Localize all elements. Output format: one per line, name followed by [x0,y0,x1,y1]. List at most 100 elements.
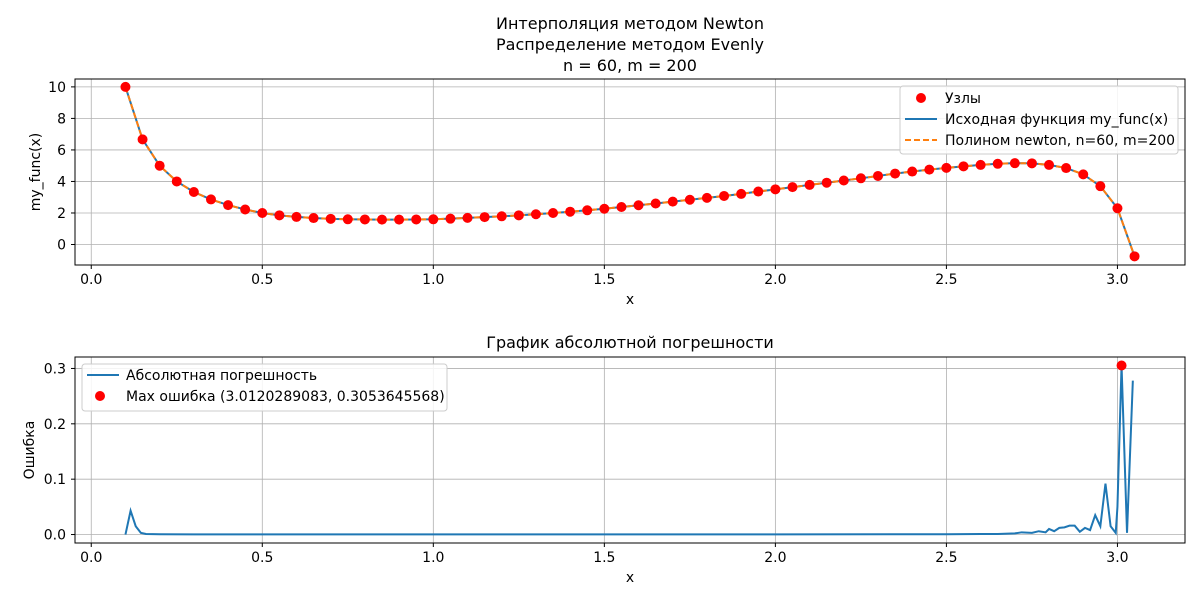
node-point [513,210,524,221]
node-point [1095,181,1106,192]
bottom-ticks: 0.0 0.5 1.0 1.5 2.0 2.5 3.0 0.0 0.1 0.2 0.3 [44,361,1129,566]
node-point [855,173,866,184]
node-point [462,212,473,223]
bottom-x-tick-label: 2.0 [764,550,786,566]
node-point [701,192,712,203]
node-point [787,182,798,193]
node-point [308,213,319,224]
top-y-tick-label: 8 [57,111,66,127]
top-y-tick-label: 6 [57,143,66,159]
node-point [120,81,131,92]
node-point [975,159,986,170]
legend-polynomial-label: Полином newton, n=60, m=200 [945,133,1175,149]
legend-function-label: Исходная функция my_func(x) [945,112,1168,128]
node-point [291,211,302,222]
node-point [684,194,695,205]
top-x-tick-label: 1.5 [593,272,615,288]
top-y-axis-label: my_func(x) [28,133,44,212]
node-point [445,213,456,224]
node-point [1078,169,1089,180]
top-y-tick-label: 4 [57,174,66,190]
node-point [907,166,918,177]
node-point [753,186,764,197]
node-point [1112,203,1123,214]
bottom-y-tick-label: 0.0 [44,528,66,544]
node-point [565,206,576,217]
node-point [154,160,165,171]
node-point [274,210,285,221]
top-ticks: 0.0 0.5 1.0 1.5 2.0 2.5 3.0 0 2 4 6 8 10 [48,80,1128,288]
error-line [124,365,1134,536]
bottom-legend-box [81,363,448,412]
node-point [359,214,370,225]
node-point [599,203,610,214]
node-point [411,214,422,225]
node-point [958,161,969,172]
node-point [1061,163,1072,174]
bottom-axes-frame [74,356,1186,544]
node-point [171,176,182,187]
node-point [428,214,439,225]
node-point [530,209,541,220]
bottom-legend: Абсолютная погрешность Max ошибка (3.012… [81,363,448,412]
top-legend-box [899,85,1179,155]
node-point [890,168,901,179]
top-y-tick-label: 2 [57,206,66,222]
top-x-tick-label: 0.5 [251,272,273,288]
node-point [719,190,730,201]
top-x-tick-label: 0.0 [80,272,102,288]
node-point [804,179,815,190]
bottom-y-tick-label: 0.2 [44,417,66,433]
bottom-x-tick-label: 0.0 [80,550,102,566]
bottom-x-tick-label: 3.0 [1106,550,1128,566]
node-point [205,194,216,205]
node-point [325,213,336,224]
top-x-tick-label: 3.0 [1106,272,1128,288]
node-point [1044,159,1055,170]
legend-error-label: Абсолютная погрешность [126,368,317,384]
legend-max-error-label: Max ошибка (3.0120289083, 0.3053645568) [126,389,445,405]
error-chart: График абсолютной погрешности 0.0 0.5 1.0 1… [22,333,1186,586]
node-point [821,177,832,188]
top-x-tick-label: 2.5 [935,272,957,288]
bottom-x-tick-label: 1.0 [422,550,444,566]
node-point [1009,158,1020,169]
top-y-tick-label: 0 [57,238,66,254]
bottom-plot-area [124,360,1134,536]
bottom-y-tick-label: 0.3 [44,361,66,377]
node-point [992,158,1003,169]
node-point [616,201,627,212]
top-y-tick-label: 10 [48,80,66,96]
node-point [496,211,507,222]
chart-title-line-1: Интерполяция методом Newton [496,14,764,33]
top-x-tick-label: 2.0 [764,272,786,288]
node-point [479,212,490,223]
node-point [872,170,883,181]
bottom-y-tick-label: 0.1 [44,472,66,488]
node-point [240,204,251,215]
node-point [924,164,935,175]
node-point [394,214,405,225]
legend-nodes-label: Узлы [945,91,981,107]
node-point [377,214,388,225]
node-point [633,200,644,211]
node-point [736,188,747,199]
node-point [582,205,593,216]
bottom-x-axis-label: x [626,570,634,586]
node-point [137,134,148,145]
top-x-axis-label: x [626,292,634,308]
bottom-x-tick-label: 2.5 [935,550,957,566]
node-point [223,200,234,211]
node-point [548,207,559,218]
node-point [941,162,952,173]
node-point [838,175,849,186]
top-legend: Узлы Исходная функция my_func(x) Полином… [899,85,1179,155]
node-point [770,184,781,195]
chart-title-line-3: n = 60, m = 200 [563,56,697,75]
bottom-x-tick-label: 0.5 [251,550,273,566]
top-plot-area [120,81,1140,262]
node-point [188,187,199,198]
error-chart-title: График абсолютной погрешности [486,333,774,352]
bottom-x-tick-label: 1.5 [593,550,615,566]
